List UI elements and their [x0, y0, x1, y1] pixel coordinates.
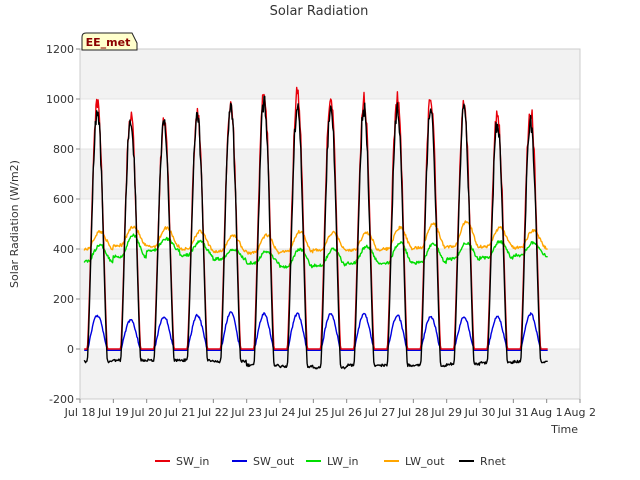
grid-band — [80, 149, 580, 199]
x-tick-label: Jul 28 — [397, 406, 429, 419]
plot-series-layer — [83, 86, 548, 370]
x-tick-label: Jul 23 — [230, 406, 262, 419]
y-tick-label: 800 — [53, 143, 74, 156]
grid-band — [80, 249, 580, 299]
x-tick-label: Jul 31 — [497, 406, 529, 419]
grid-band — [80, 349, 580, 399]
legend-label-Rnet: Rnet — [480, 455, 506, 468]
y-axis: -200 0 200 400 600 800 1000 1200 — [46, 43, 80, 406]
grid-band — [80, 49, 580, 99]
y-tick-label: -200 — [49, 393, 74, 406]
x-tick-label: Jul 20 — [130, 406, 162, 419]
x-tick-label: Jul 30 — [464, 406, 496, 419]
legend-label-SW_out: SW_out — [253, 455, 295, 468]
y-tick-label: 600 — [53, 193, 74, 206]
legend-label-SW_in: SW_in — [176, 455, 209, 468]
legend-label-LW_in: LW_in — [327, 455, 359, 468]
x-tick-label: Jul 25 — [297, 406, 329, 419]
x-tick-label: Jul 29 — [430, 406, 462, 419]
x-tick-label: Jul 24 — [264, 406, 296, 419]
x-tick-label: Aug 1 — [531, 406, 563, 419]
x-tick-label: Jul 18 — [64, 406, 96, 419]
x-tick-label: Jul 21 — [164, 406, 196, 419]
x-tick-label: Jul 19 — [97, 406, 129, 419]
legend: SW_in SW_out LW_in LW_out Rnet — [155, 455, 506, 468]
plot-frame — [79, 48, 581, 400]
chart-title: Solar Radiation — [270, 4, 369, 19]
legend-label-LW_out: LW_out — [405, 455, 445, 468]
y-tick-label: 200 — [53, 293, 74, 306]
station-badge: EE_met — [81, 32, 138, 51]
plot-background-bands — [80, 49, 580, 399]
x-tick-label: Jul 22 — [197, 406, 229, 419]
y-tick-label: 1000 — [46, 93, 74, 106]
x-axis-label: Time — [550, 423, 578, 436]
x-axis: Jul 18 Jul 19 Jul 20 Jul 21 Jul 22 Jul 23 Jul … — [64, 399, 596, 419]
y-tick-label: 1200 — [46, 43, 74, 56]
series-SW_in-line — [84, 86, 548, 350]
x-tick-label: Aug 2 — [564, 406, 596, 419]
y-tick-label: 400 — [53, 243, 74, 256]
series-SW_out-line — [84, 311, 548, 351]
station-badge-label: EE_met — [86, 36, 131, 49]
x-tick-label: Jul 26 — [330, 406, 362, 419]
x-tick-label: Jul 27 — [364, 406, 396, 419]
y-axis-label: Solar Radiation (W/m2) — [8, 160, 21, 288]
series-Rnet-line — [83, 95, 548, 370]
y-tick-label: 0 — [67, 343, 74, 356]
